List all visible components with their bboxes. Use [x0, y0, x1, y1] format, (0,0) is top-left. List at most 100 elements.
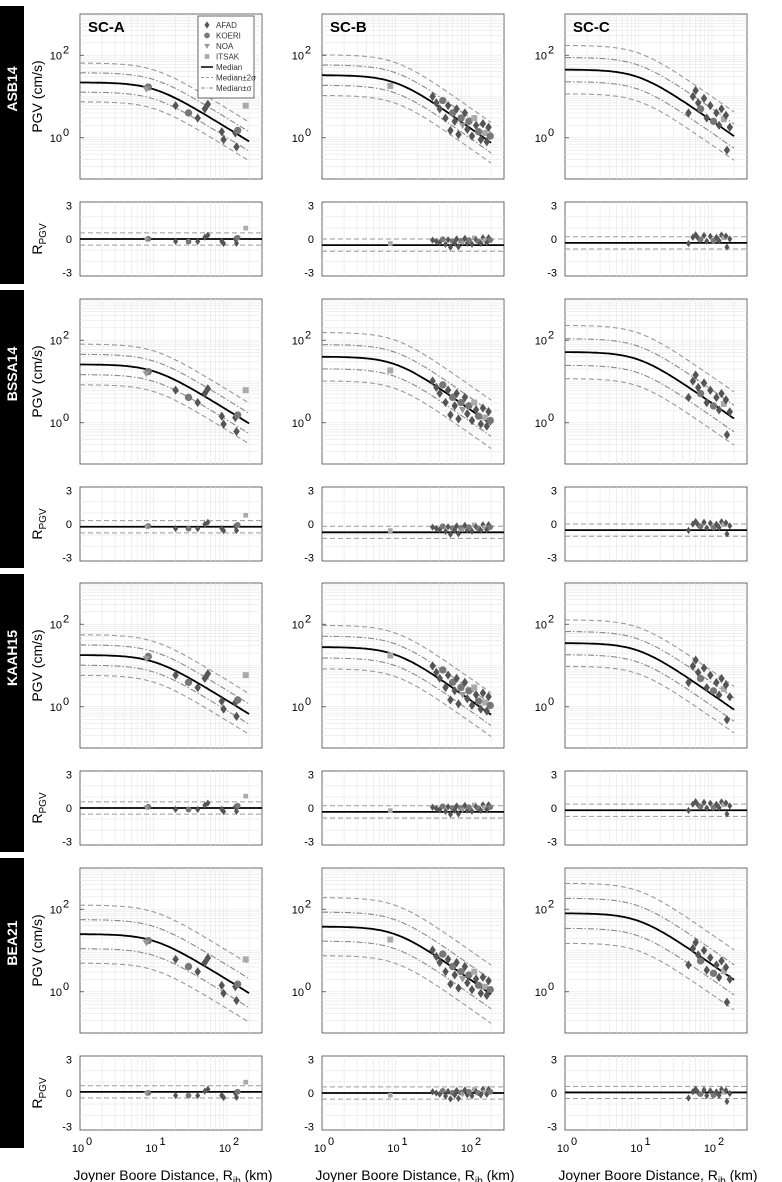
data-point-diamond	[220, 988, 227, 998]
data-point-diamond	[692, 655, 699, 665]
residual-plot-area	[321, 486, 505, 562]
y-tick-label: 10	[50, 133, 62, 145]
residual-point-diamond	[724, 810, 730, 818]
y-axis-label-pgv: PGV (cm/s)	[29, 629, 45, 701]
legend-item-koeri: KOERI	[204, 32, 241, 41]
data-point-diamond	[689, 91, 697, 102]
data-point-square	[387, 367, 394, 374]
residual-point-diamond	[205, 799, 211, 807]
residual-point-square	[387, 1092, 393, 1098]
data-point-circle	[465, 402, 473, 410]
median-band-curve	[80, 962, 250, 1023]
residual-point-diamond	[173, 237, 179, 245]
y-tick-exponent: 0	[305, 127, 311, 139]
residual-point-diamond	[707, 232, 713, 241]
median-band-curve	[80, 72, 250, 133]
y-tick-label: 10	[535, 987, 547, 999]
y-tick-exponent: 2	[63, 44, 69, 56]
y-tick-label: 10	[50, 619, 62, 631]
residual-y-tick-label: -3	[547, 267, 557, 279]
data-point-diamond	[722, 680, 730, 690]
residual-point-diamond	[447, 810, 453, 818]
y-tick-label: 10	[292, 619, 304, 631]
residual-point-diamond	[686, 1094, 692, 1102]
y-tick-exponent: 0	[548, 127, 554, 139]
residual-y-tick-label: 0	[308, 234, 314, 246]
residual-point-diamond	[724, 530, 730, 538]
residual-point-square	[471, 235, 477, 241]
residual-point-diamond	[724, 243, 730, 251]
residual-point-diamond	[219, 237, 225, 245]
data-point-diamond	[479, 119, 487, 129]
data-point-circle	[457, 114, 465, 122]
data-point-square	[387, 936, 394, 943]
x-tick-label: 10	[314, 1143, 326, 1155]
data-point-diamond	[233, 711, 240, 721]
data-point-circle	[474, 697, 483, 705]
data-point-circle	[465, 971, 473, 979]
residual-point-diamond	[195, 1091, 201, 1100]
residual-point-triangle-down	[143, 524, 150, 530]
y-tick-label: 10	[535, 904, 547, 916]
median-band-curve	[565, 324, 735, 393]
residual-y-tick-label: 3	[66, 201, 72, 213]
data-point-diamond	[483, 990, 491, 1000]
data-point-diamond	[703, 113, 710, 123]
data-point-diamond	[700, 93, 708, 103]
median-band-curve	[80, 948, 250, 1009]
residual-y-tick-label: 3	[551, 1055, 557, 1067]
residual-point-diamond	[723, 232, 729, 240]
data-point-diamond	[472, 690, 480, 700]
residual-point-diamond	[716, 804, 722, 812]
y-tick-exponent: 2	[548, 329, 554, 341]
residual-point-diamond	[234, 807, 240, 815]
data-point-diamond	[172, 954, 179, 964]
residual-point-diamond	[234, 239, 240, 247]
data-point-circle	[439, 96, 447, 105]
residual-point-diamond	[443, 807, 449, 816]
data-point-diamond	[483, 706, 491, 716]
residual-point-square	[721, 235, 727, 241]
median-band-curve	[322, 84, 492, 154]
x-tick-label: 10	[704, 1143, 716, 1155]
data-point-diamond	[718, 388, 725, 399]
residual-point-diamond	[452, 806, 458, 815]
residual-point-diamond	[723, 799, 729, 807]
residual-point-circle	[466, 1088, 472, 1095]
data-point-diamond	[485, 122, 492, 132]
y-tick-exponent: 2	[305, 329, 311, 341]
residual-y-tick-label: 0	[551, 234, 557, 246]
data-point-diamond	[485, 692, 492, 702]
x-tick-exponent: 2	[718, 1136, 724, 1148]
data-point-circle	[184, 962, 193, 971]
residual-y-tick-label: 0	[308, 803, 314, 815]
data-point-diamond	[485, 407, 492, 417]
data-point-circle	[696, 389, 705, 398]
data-point-diamond	[204, 99, 212, 109]
residual-point-circle	[697, 803, 704, 810]
panel-bssa14-sc-c: 10 010 230-3	[535, 298, 748, 564]
data-point-diamond	[715, 120, 723, 130]
data-point-diamond	[172, 670, 179, 680]
data-point-triangle-down	[142, 655, 151, 663]
y-tick-exponent: 2	[305, 44, 311, 56]
data-point-circle	[234, 696, 242, 704]
row-label-asb14: ASB14	[4, 66, 20, 111]
median-band-curve	[322, 624, 492, 694]
residual-y-tick-label: 0	[66, 1088, 72, 1100]
data-point-diamond	[715, 405, 723, 415]
residual-point-diamond	[430, 523, 436, 531]
legend-item-median: Median	[201, 63, 242, 72]
data-point-diamond	[685, 392, 692, 403]
data-point-diamond	[726, 122, 734, 132]
data-point-diamond	[692, 937, 699, 948]
data-point-diamond	[442, 682, 449, 693]
residual-point-circle	[439, 523, 446, 530]
residual-point-square	[721, 802, 727, 808]
legend-marker-triangle-down	[204, 43, 210, 49]
data-point-diamond	[453, 388, 460, 398]
data-point-diamond	[479, 403, 487, 413]
data-point-circle	[709, 687, 718, 695]
y-tick-exponent: 2	[548, 44, 554, 56]
